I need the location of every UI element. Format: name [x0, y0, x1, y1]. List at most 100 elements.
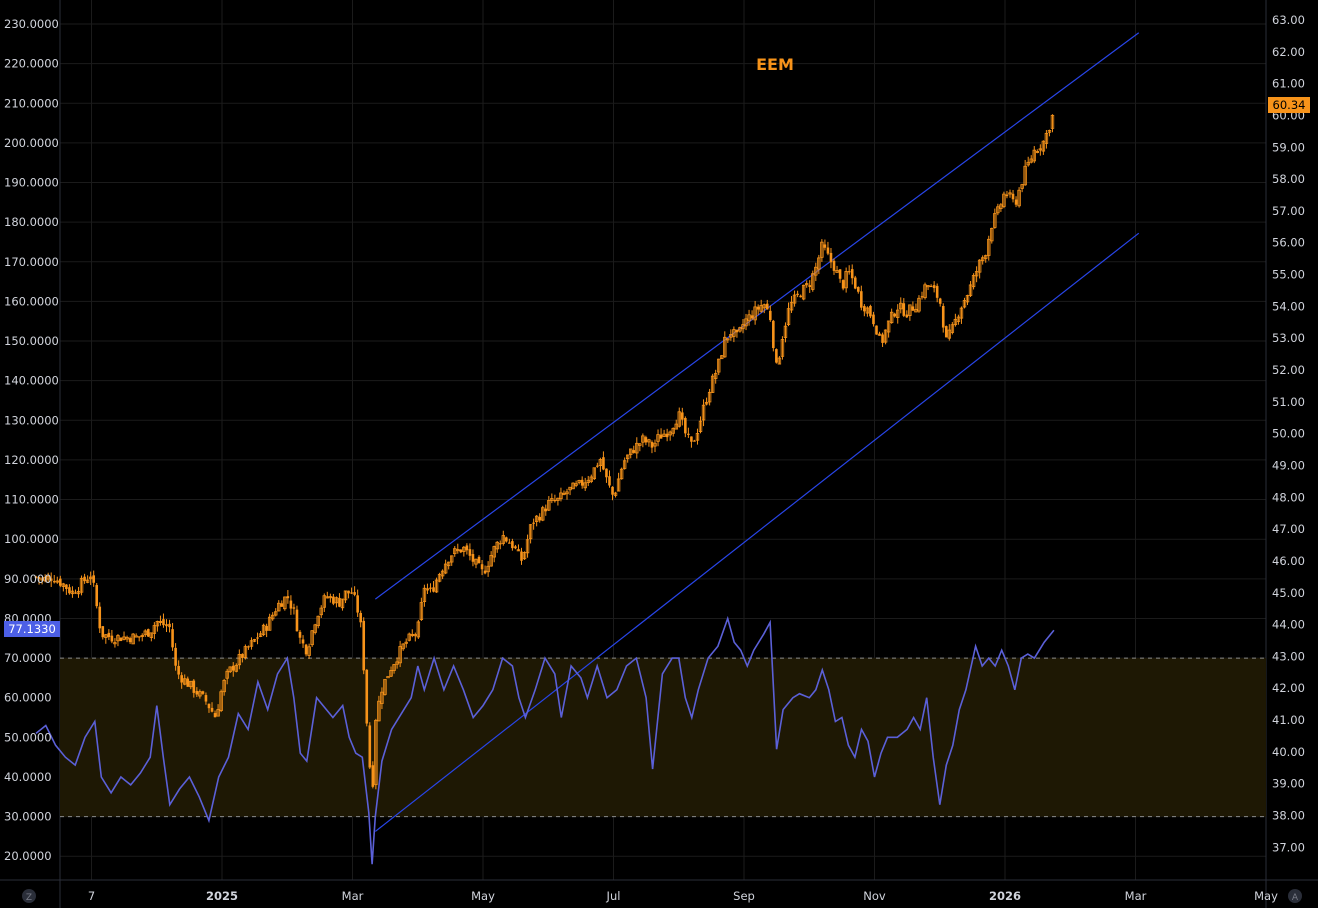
candle-body-down	[659, 434, 663, 439]
candle-body-down	[1011, 193, 1015, 200]
candle-body-up	[568, 486, 572, 491]
right-axis-tick-label: 55.00	[1272, 268, 1305, 282]
right-corner-button[interactable]: A	[1288, 889, 1302, 903]
candle-body-up	[85, 579, 90, 583]
candle-body-down	[823, 244, 827, 248]
channel-line-upper	[374, 32, 1140, 600]
candle-body-down	[483, 570, 487, 574]
candle-body-down	[650, 442, 654, 448]
right-axis-tick-label: 42.00	[1272, 681, 1305, 695]
candle-body-up	[274, 611, 278, 616]
candle-body-up	[987, 238, 991, 256]
candle-body-down	[881, 334, 884, 343]
candle-body-up	[999, 204, 1003, 209]
candle-body-up	[270, 614, 275, 620]
candle-body-up	[565, 491, 569, 495]
chart-title: EEM	[756, 55, 794, 74]
left-axis-tick-label: 180.0000	[4, 215, 59, 229]
time-axis[interactable]: 7 2025 Mar May Jul Sep Nov 2026 Mar May	[88, 889, 1278, 903]
time-axis-tick-label: 7	[88, 889, 95, 903]
candle-body-up	[528, 524, 533, 540]
candle-body-down	[941, 306, 945, 328]
left-axis-tick-label: 210.0000	[4, 96, 59, 110]
time-axis-tick-label: Nov	[863, 889, 886, 903]
candle-body-down	[765, 303, 769, 310]
candle-body-down	[935, 285, 939, 298]
candle-body-down	[608, 476, 611, 486]
candle-body-down	[893, 313, 896, 317]
candle-body-up	[738, 327, 742, 332]
right-axis-tick-label: 40.00	[1272, 745, 1305, 759]
z-button-circle[interactable]	[22, 889, 36, 903]
candle-body-up	[710, 375, 715, 393]
right-price-axis[interactable]: 63.0062.0061.0060.0059.0058.0057.0056.00…	[1272, 13, 1305, 854]
candle-body-up	[641, 435, 645, 443]
candle-body-up	[495, 541, 499, 550]
candle-body-up	[143, 630, 147, 636]
candle-body-up	[962, 300, 967, 308]
candle-body-up	[340, 598, 345, 609]
candle-body-down	[107, 632, 111, 638]
candle-body-down	[165, 624, 168, 627]
candle-body-down	[241, 654, 244, 658]
candle-body-up	[534, 515, 539, 522]
candle-body-down	[929, 285, 933, 288]
candle-body-up	[598, 459, 603, 467]
candle-body-up	[956, 316, 961, 322]
time-axis-tick-label: Sep	[733, 889, 755, 903]
candle-body-up	[720, 355, 724, 360]
candle-body-up	[325, 596, 330, 599]
candle-body-down	[681, 412, 684, 420]
candle-body-up	[1041, 140, 1046, 152]
right-axis-tick-label: 39.00	[1272, 777, 1305, 791]
candle-body-up	[656, 434, 660, 442]
left-axis-tick-label: 60.0000	[4, 691, 52, 705]
candle-body-down	[207, 703, 211, 709]
candle-body-up	[732, 329, 736, 337]
right-axis-tick-label: 37.00	[1272, 840, 1305, 854]
candle-body-down	[850, 269, 854, 279]
candle-body-down	[853, 277, 857, 289]
candle-body-up	[792, 294, 797, 304]
candle-body-up	[183, 678, 187, 685]
left-corner-button[interactable]: Z	[22, 889, 36, 903]
candle-body-up	[971, 275, 976, 288]
candle-body-up	[908, 304, 912, 317]
candle-body-down	[362, 620, 366, 671]
candle-body-up	[216, 709, 220, 717]
candle-body-down	[168, 623, 171, 628]
candle-body-down	[477, 556, 481, 564]
candle-body-down	[750, 315, 754, 319]
candle-body-up	[638, 443, 642, 446]
candle-body-down	[101, 626, 105, 638]
time-axis-tick-label: Jul	[606, 889, 621, 903]
candle-body-down	[511, 541, 514, 549]
candle-body-down	[799, 295, 802, 298]
candle-body-down	[690, 436, 693, 442]
left-price-axis[interactable]: 230.0000 220.0000 210.0000 200.0000 190.0000…	[4, 17, 59, 863]
candle-body-down	[280, 603, 284, 607]
candle-body-down	[332, 596, 335, 604]
candle-body-up	[974, 271, 979, 277]
candle-body-up	[786, 308, 791, 325]
candle-body-up	[713, 373, 718, 379]
a-button-circle[interactable]	[1288, 889, 1302, 903]
trend-channel	[374, 32, 1140, 832]
candle-body-up	[443, 563, 448, 574]
candle-body-up	[267, 616, 272, 631]
candle-body-down	[192, 680, 196, 693]
candle-body-up	[635, 442, 639, 454]
candle-body-up	[234, 664, 238, 672]
candle-body-up	[965, 295, 970, 303]
candle-body-up	[783, 325, 788, 338]
right-axis-tick-label: 47.00	[1272, 522, 1305, 536]
candle-body-down	[684, 417, 687, 434]
candle-body-up	[228, 666, 232, 673]
candle-body-down	[98, 606, 102, 629]
candle-body-down	[468, 549, 472, 556]
candle-body-down	[856, 287, 860, 292]
candle-body-up	[413, 634, 418, 637]
candle-body-up	[923, 284, 927, 299]
